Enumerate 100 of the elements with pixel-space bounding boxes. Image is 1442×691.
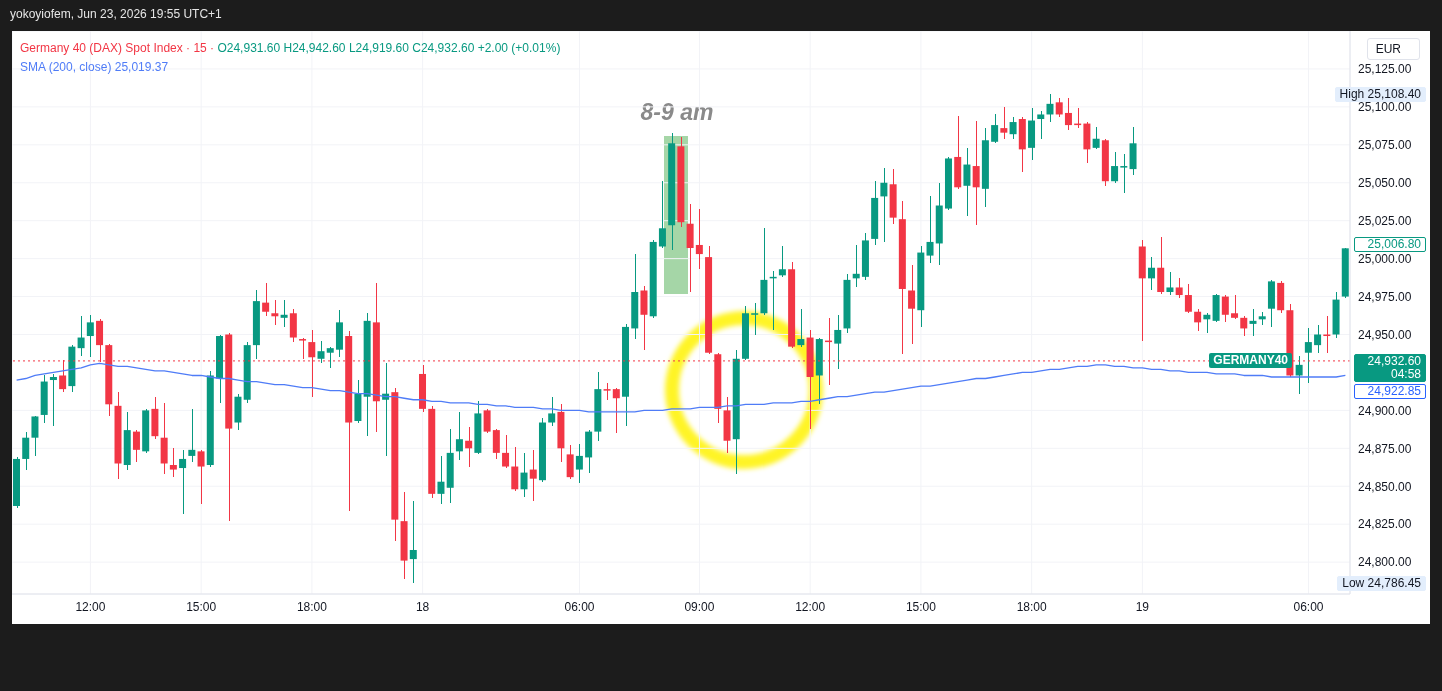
candlestick xyxy=(695,207,703,270)
ref-line-label: GERMANY40 xyxy=(1209,352,1292,368)
candlestick xyxy=(502,433,510,469)
x-tick-label: 15:00 xyxy=(186,599,217,614)
y-tick-label: 24,800.00 xyxy=(1358,555,1412,570)
y-tick-label: 24,875.00 xyxy=(1358,441,1412,456)
candlestick xyxy=(483,408,491,434)
candlestick xyxy=(566,444,574,480)
annotation: High 25,108.40 xyxy=(1339,87,1421,102)
annotation: 25,019.37 xyxy=(114,60,169,74)
candlestick xyxy=(880,166,888,243)
text: EUR xyxy=(1366,38,1420,60)
candlestick xyxy=(197,449,205,506)
candlestick xyxy=(1221,294,1229,324)
candlestick xyxy=(751,301,759,336)
candlestick xyxy=(1064,97,1072,131)
candlestick xyxy=(77,315,85,357)
candlestick xyxy=(169,447,177,478)
candlestick xyxy=(972,119,980,226)
candlestick xyxy=(1295,355,1303,395)
text: SMA (200, close) xyxy=(20,60,112,74)
candlestick xyxy=(612,386,620,434)
line-series xyxy=(15,362,1347,413)
text: 24,922.85 xyxy=(1366,383,1421,398)
candlestick xyxy=(326,345,334,369)
x-tick-label: 06:00 xyxy=(1293,599,1324,614)
candlestick xyxy=(455,411,463,462)
candlestick xyxy=(1000,106,1008,140)
x-tick-label: 12:00 xyxy=(795,599,826,614)
candlestick xyxy=(1194,308,1202,333)
candlestick xyxy=(1166,271,1174,296)
candlestick xyxy=(548,396,556,427)
candlestick xyxy=(31,415,39,457)
y-tick-label: 25,000.00 xyxy=(1358,251,1412,266)
y-tick-label: 25,100.00 xyxy=(1358,100,1412,115)
y-tick-label: 25,050.00 xyxy=(1358,176,1412,191)
x-tick-label: 12:00 xyxy=(75,599,106,614)
candlestick xyxy=(1120,153,1128,195)
candlestick xyxy=(1240,315,1248,337)
candlestick xyxy=(1314,324,1322,354)
candlestick xyxy=(22,430,30,471)
candlestick xyxy=(1147,256,1155,292)
candlestick xyxy=(409,500,417,584)
candlestick xyxy=(834,314,842,371)
candlestick xyxy=(1037,110,1045,140)
y-tick-label: 24,975.00 xyxy=(1358,289,1412,304)
y-tick-label: 25,025.00 xyxy=(1358,213,1412,228)
candlestick xyxy=(1304,327,1312,384)
candlestick xyxy=(778,245,786,278)
candlestick xyxy=(1249,308,1257,337)
x-tick-label: 18:00 xyxy=(1016,599,1047,614)
candlestick xyxy=(179,449,187,515)
candlestick xyxy=(529,449,537,503)
candlestick xyxy=(271,298,279,327)
y-tick-label: 25,125.00 xyxy=(1358,62,1412,77)
candlestick xyxy=(188,408,196,463)
candlestick xyxy=(132,429,140,463)
candlestick xyxy=(437,455,445,506)
candlestick xyxy=(797,308,805,348)
candlestick xyxy=(1111,151,1119,184)
y-tick-label: 24,850.00 xyxy=(1358,479,1412,494)
candlestick xyxy=(575,443,583,484)
candlestick xyxy=(317,339,325,365)
candlestick xyxy=(465,426,473,468)
candlestick xyxy=(1055,97,1063,119)
x-tick-label: 18:00 xyxy=(296,599,328,614)
candlestick xyxy=(49,373,57,427)
y-tick-label: 25,075.00 xyxy=(1358,138,1412,153)
candlestick xyxy=(1175,277,1183,299)
x-tick-label: 18 xyxy=(415,599,430,614)
candlestick xyxy=(926,195,934,264)
annotation: 8-9 am xyxy=(639,99,715,125)
candlestick xyxy=(658,180,666,249)
y-tick-label: 24,950.00 xyxy=(1358,327,1412,342)
candlestick xyxy=(86,314,94,358)
candlestick xyxy=(1092,125,1100,151)
x-tick-label: 19 xyxy=(1135,599,1150,614)
candlestick xyxy=(511,446,519,492)
x-tick-label: 15:00 xyxy=(905,599,937,614)
text: O24,931.60 H24,942.60 L24,919.60 C24,932.60 +2.00 (+0.01%) xyxy=(217,41,561,55)
text: 24,932.60 xyxy=(1366,353,1421,368)
candlestick xyxy=(492,427,500,460)
candlestick xyxy=(1009,116,1017,140)
candlestick xyxy=(963,147,971,217)
x-tick-label: 06:00 xyxy=(564,599,595,614)
y-tick-label: 24,825.00 xyxy=(1358,517,1412,532)
candlestick xyxy=(908,264,916,345)
candlestick xyxy=(262,282,270,317)
annotation: Low 24,786.45 xyxy=(1342,575,1421,590)
candlestick xyxy=(1046,93,1054,123)
candlestick xyxy=(1231,294,1239,321)
text: yokoyiofem, Jun 23, 2026 19:55 UTC+1 xyxy=(10,7,222,21)
text: 25,006.80 xyxy=(1366,237,1421,252)
candlestick xyxy=(520,452,528,498)
x-tick-label: 09:00 xyxy=(684,599,715,614)
text: Germany 40 (DAX) Spot Index · 15 · xyxy=(20,41,215,55)
candlestick xyxy=(1184,283,1192,314)
y-tick-label: 24,900.00 xyxy=(1358,403,1412,418)
text: 04:58 xyxy=(1390,366,1421,381)
candlestick xyxy=(991,113,999,144)
